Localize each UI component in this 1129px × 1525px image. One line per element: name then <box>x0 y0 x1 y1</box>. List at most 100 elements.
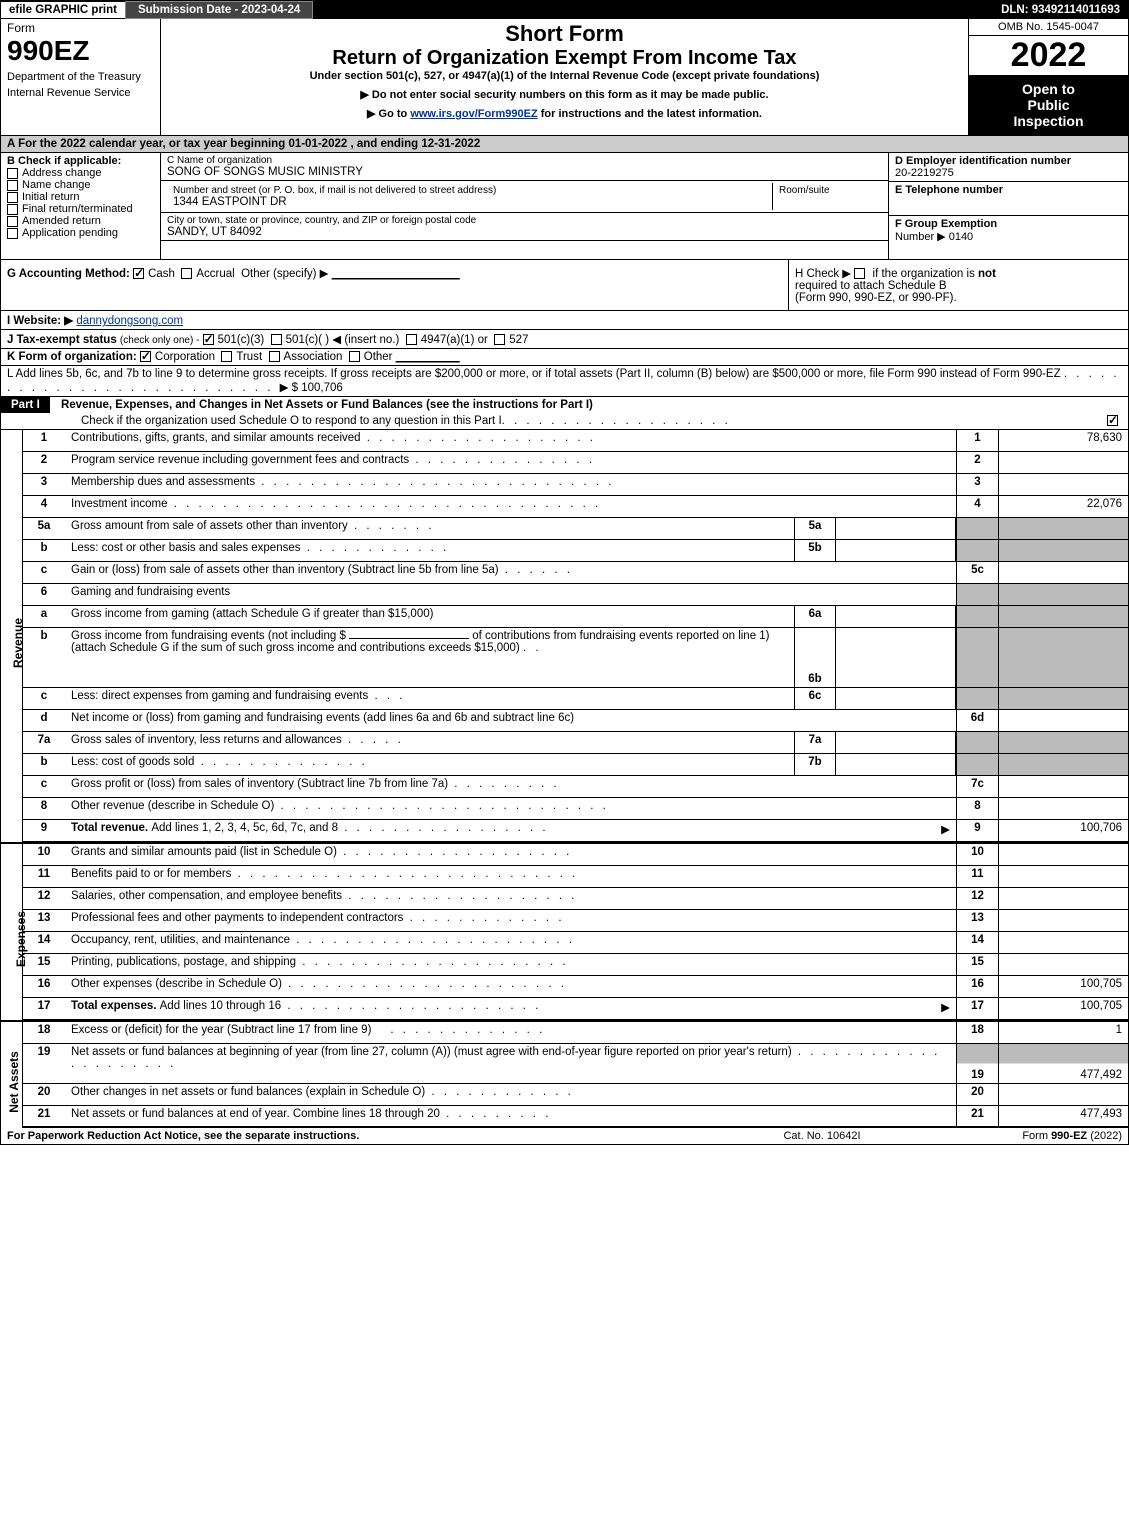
title-short-form: Short Form <box>165 21 964 47</box>
G-cash: Cash <box>148 268 175 280</box>
footer-catno: Cat. No. 10642I <box>722 1130 922 1142</box>
open-to-public: Open to Public Inspection <box>969 75 1128 135</box>
checkbox-corporation[interactable] <box>140 351 151 362</box>
A-mid: , and ending <box>347 138 421 150</box>
submission-date-label: Submission Date - 2023-04-24 <box>125 1 313 19</box>
B-opt-initial: Initial return <box>7 191 154 203</box>
line-13: 13 Professional fees and other payments … <box>23 910 1128 932</box>
line-8-value <box>998 798 1128 819</box>
page-footer: For Paperwork Reduction Act Notice, see … <box>1 1128 1128 1144</box>
J-o4: 527 <box>509 334 528 346</box>
line-1-value: 78,630 <box>998 430 1128 451</box>
section-B: B Check if applicable: Address change Na… <box>1 153 161 259</box>
efile-print-label[interactable]: efile GRAPHIC print <box>1 2 125 18</box>
checkbox-other-org[interactable] <box>349 351 360 362</box>
checkbox-initial-return[interactable] <box>7 192 18 203</box>
line-13-value <box>998 910 1128 931</box>
section-G: G Accounting Method: Cash Accrual Other … <box>1 260 788 310</box>
F-label2: Number ▶ <box>895 231 946 243</box>
checkbox-application-pending[interactable] <box>7 228 18 239</box>
L-value: 100,706 <box>301 382 343 394</box>
goto-pre: ▶ Go to <box>367 108 410 120</box>
header-center: Short Form Return of Organization Exempt… <box>161 19 968 135</box>
C-name-cell: C Name of organization SONG OF SONGS MUS… <box>161 153 888 181</box>
line-18: 18 Excess or (deficit) for the year (Sub… <box>23 1022 1128 1044</box>
C-org-name: SONG OF SONGS MUSIC MINISTRY <box>167 166 882 178</box>
B-heading: B Check if applicable: <box>7 155 154 167</box>
C-room-label: Room/suite <box>779 185 876 196</box>
line-11: 11 Benefits paid to or for members . . .… <box>23 866 1128 888</box>
C-street-row: Number and street (or P. O. box, if mail… <box>161 181 888 213</box>
line-7c-value <box>998 776 1128 797</box>
line-21: 21 Net assets or fund balances at end of… <box>23 1106 1128 1128</box>
checkbox-part1-schedO[interactable] <box>1107 415 1118 426</box>
checkbox-527[interactable] <box>494 334 505 345</box>
checkbox-501c[interactable] <box>271 334 282 345</box>
line-5a-value <box>836 518 956 539</box>
line-16: 16 Other expenses (describe in Schedule … <box>23 976 1128 998</box>
B-opt-pending: Application pending <box>7 227 154 239</box>
checkbox-4947[interactable] <box>406 334 417 345</box>
section-A: A For the 2022 calendar year, or tax yea… <box>1 136 1128 153</box>
line-3-value <box>998 474 1128 495</box>
row-GH: G Accounting Method: Cash Accrual Other … <box>1 260 1128 311</box>
checkbox-amended-return[interactable] <box>7 216 18 227</box>
F-label: F Group Exemption <box>895 218 997 230</box>
line-6a: a Gross income from gaming (attach Sched… <box>23 606 1128 628</box>
line-3: 3 Membership dues and assessments . . . … <box>23 474 1128 496</box>
part1-header-row: Part I Revenue, Expenses, and Changes in… <box>1 397 1128 430</box>
line-5a: 5a Gross amount from sale of assets othe… <box>23 518 1128 540</box>
netassets-vert-label: Net Assets <box>1 1022 23 1128</box>
C-street-cell: Number and street (or P. O. box, if mail… <box>167 183 772 210</box>
line-9: 9 Total revenue. Add lines 1, 2, 3, 4, 5… <box>23 820 1128 842</box>
J-label: J Tax-exempt status <box>7 334 117 346</box>
dln-label: DLN: 93492114011693 <box>993 2 1128 18</box>
checkbox-association[interactable] <box>269 351 280 362</box>
C-street-label: Number and street (or P. O. box, if mail… <box>173 185 766 196</box>
checkbox-trust[interactable] <box>221 351 232 362</box>
checkbox-cash[interactable] <box>133 268 144 279</box>
C-street-value: 1344 EASTPOINT DR <box>173 196 766 208</box>
irs-link[interactable]: www.irs.gov/Form990EZ <box>410 108 537 120</box>
J-o3: 4947(a)(1) or <box>421 334 488 346</box>
checkbox-final-return[interactable] <box>7 204 18 215</box>
line-6c-value <box>836 688 956 709</box>
part1-check-row: Check if the organization used Schedule … <box>1 413 1128 429</box>
B-opt-final: Final return/terminated <box>7 203 154 215</box>
K-o3: Association <box>284 351 343 363</box>
F-cell: F Group Exemption Number ▶ 0140 <box>889 216 1128 245</box>
netassets-rows: 18 Excess or (deficit) for the year (Sub… <box>23 1022 1128 1128</box>
A-pre: A For the 2022 calendar year, or tax yea… <box>7 138 288 150</box>
checkbox-H[interactable] <box>854 268 865 279</box>
I-website-link[interactable]: dannydongsong.com <box>76 315 183 327</box>
line-19: 19 Net assets or fund balances at beginn… <box>23 1044 1128 1084</box>
line-7b-value <box>836 754 956 775</box>
section-L: L Add lines 5b, 6c, and 7b to line 9 to … <box>1 366 1128 397</box>
expenses-rows: 10 Grants and similar amounts paid (list… <box>23 844 1128 1020</box>
form-word: Form <box>7 21 154 35</box>
part1-check-dots: . . . . . . . . . . . . . . . . . . . <box>502 415 731 427</box>
line-5b: b Less: cost or other basis and sales ex… <box>23 540 1128 562</box>
checkbox-name-change[interactable] <box>7 180 18 191</box>
B-opt-amended: Amended return <box>7 215 154 227</box>
line-6b: b Gross income from fundraising events (… <box>23 628 1128 688</box>
line-2: 2 Program service revenue including gove… <box>23 452 1128 474</box>
line-20-value <box>998 1084 1128 1105</box>
checkbox-address-change[interactable] <box>7 168 18 179</box>
line-8: 8 Other revenue (describe in Schedule O)… <box>23 798 1128 820</box>
open2: Public <box>973 97 1124 113</box>
line-5c: c Gain or (loss) from sale of assets oth… <box>23 562 1128 584</box>
line-16-value: 100,705 <box>998 976 1128 997</box>
open3: Inspection <box>973 113 1124 129</box>
checkbox-501c3[interactable] <box>203 334 214 345</box>
line-10-value <box>998 844 1128 865</box>
line-10: 10 Grants and similar amounts paid (list… <box>23 844 1128 866</box>
checkbox-accrual[interactable] <box>181 268 192 279</box>
H-text1: H Check ▶ <box>795 268 854 280</box>
line-17-value: 100,705 <box>998 998 1128 1019</box>
C-city-cell: City or town, state or province, country… <box>161 213 888 241</box>
H-text4: (Form 990, 990-EZ, or 990-PF). <box>795 292 957 304</box>
header-right: OMB No. 1545-0047 2022 Open to Public In… <box>968 19 1128 135</box>
line-6b-blank <box>349 638 469 639</box>
tax-year: 2022 <box>969 36 1128 75</box>
